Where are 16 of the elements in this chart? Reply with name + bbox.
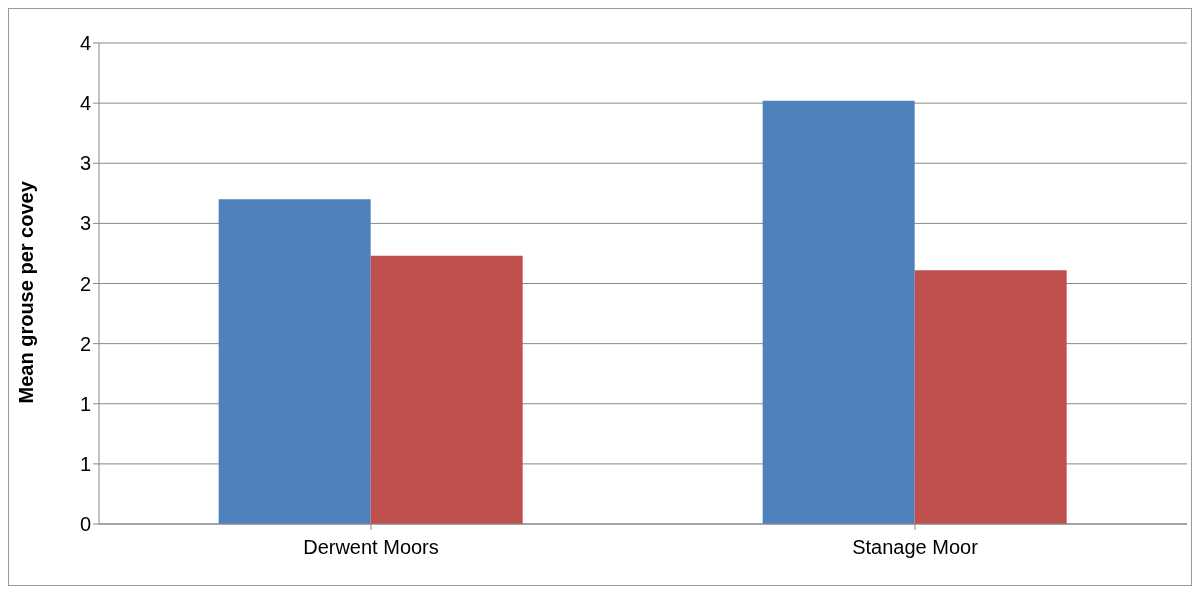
y-tick-label: 2 — [79, 332, 91, 355]
y-tick-label: 1 — [79, 392, 91, 415]
y-axis-title: Mean grouse per covey — [15, 180, 38, 404]
bar — [370, 255, 523, 524]
bar — [914, 270, 1067, 524]
y-tick-label: 0 — [79, 513, 91, 536]
y-tick-label: 4 — [79, 32, 91, 55]
y-tick-label: 4 — [79, 92, 91, 115]
y-tick-label: 1 — [79, 452, 91, 475]
bar — [218, 199, 371, 524]
y-tick-label: 2 — [79, 272, 91, 295]
y-tick-label: 3 — [79, 152, 91, 175]
y-tick-label: 3 — [79, 212, 91, 235]
bar — [762, 100, 915, 524]
x-tick-label: Derwent Moors — [303, 536, 439, 559]
x-tick-label: Stanage Moor — [852, 536, 979, 559]
